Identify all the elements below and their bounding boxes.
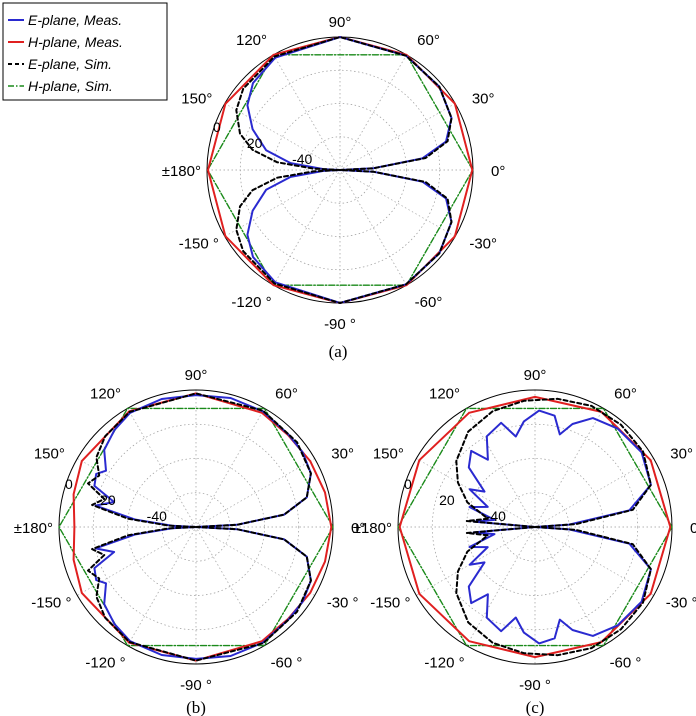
angle-label: 150° <box>34 446 65 463</box>
angle-label: -60° <box>415 294 443 311</box>
angle-label: -120 ° <box>85 655 125 672</box>
angle-label: -60 ° <box>271 655 303 672</box>
angle-label: 30° <box>472 91 495 108</box>
radial-label: -40 <box>292 151 312 167</box>
radial-label: 0 <box>404 476 412 492</box>
angle-label: 120° <box>90 385 121 402</box>
grid-circle <box>92 423 300 631</box>
angle-label: ±180° <box>162 163 201 180</box>
radial-label: -40 <box>486 508 506 524</box>
angle-label: -120 ° <box>424 655 464 672</box>
chart-caption: (b) <box>186 698 206 716</box>
radial-label: 20 <box>100 492 116 508</box>
polar-chart-c: 90° 60° 30° 0° -30 ° -60 ° -90 ° -120 ° -150 ° ±1… <box>353 367 696 716</box>
angle-label: 60° <box>417 32 440 49</box>
angle-label: -30 ° <box>327 595 359 612</box>
grid-circle <box>431 423 639 631</box>
angle-label: -150 ° <box>179 236 219 253</box>
grid-circle <box>306 136 374 204</box>
angle-label: 90° <box>185 367 208 384</box>
radial-label: 20 <box>439 492 455 508</box>
angle-label: 150° <box>373 446 404 463</box>
radial-label: 0 <box>213 119 221 135</box>
legend-entry-1: E-plane, Meas. <box>28 12 122 28</box>
angle-label: 30° <box>331 446 354 463</box>
radial-label: -40 <box>147 508 167 524</box>
legend-box <box>2 2 168 101</box>
angle-label: -150 ° <box>370 595 410 612</box>
grid-circle <box>161 492 231 562</box>
angle-label: 0° <box>351 520 365 537</box>
angle-label: ±180° <box>14 520 53 537</box>
angle-label: -90 ° <box>324 316 356 333</box>
angle-label: 90° <box>524 367 547 384</box>
polar-chart-a: 90° 60° 30° 0° -30° -60° -90 ° -120 ° -150 ° ±180… <box>162 14 506 361</box>
trace-h-plane-sim <box>58 407 334 647</box>
angle-label: 120° <box>236 32 267 49</box>
angle-label: -30° <box>469 236 497 253</box>
angle-label: -90 ° <box>180 677 212 694</box>
chart-caption: (c) <box>526 698 545 716</box>
trace-e-plane-sim <box>235 36 453 304</box>
trace-h-plane-meas <box>207 36 474 304</box>
trace-e-plane-sim <box>455 397 652 657</box>
angle-label: 0° <box>491 163 505 180</box>
angle-label: -30 ° <box>666 595 696 612</box>
polar-charts: 90° 60° 30° 0° -30° -60° -90 ° -120 ° -150 ° ±180… <box>14 14 696 716</box>
chart-caption: (a) <box>329 342 348 361</box>
angle-label: -150 ° <box>31 595 71 612</box>
angle-label: 60° <box>275 385 298 402</box>
angle-label: -120 ° <box>231 294 271 311</box>
angle-label: 0° <box>690 520 696 537</box>
radial-label: 0 <box>65 476 73 492</box>
angle-label: 30° <box>670 446 693 463</box>
polar-chart-b: 90° 60° 30° 0° -30 ° -60 ° -90 ° -120 ° -150 ° ±1… <box>14 367 366 716</box>
trace-h-plane-sim <box>397 407 673 647</box>
grid-circle <box>500 492 570 562</box>
trace-h-plane-meas <box>398 395 672 659</box>
trace-e-plane-sim <box>87 392 312 662</box>
radial-label: 20 <box>247 135 263 151</box>
legend-entry-3: E-plane, Sim. <box>28 56 112 72</box>
legend: E-plane, Meas. H-plane, Meas. E-plane, Sim… <box>2 2 168 101</box>
angle-label: -90 ° <box>519 677 551 694</box>
angle-label: 150° <box>181 91 212 108</box>
legend-entry-4: H-plane, Sim. <box>28 78 113 94</box>
angle-label: ±180° <box>353 520 392 537</box>
angle-label: 120° <box>429 385 460 402</box>
angle-label: -60 ° <box>610 655 642 672</box>
legend-entry-2: H-plane, Meas. <box>28 34 123 50</box>
grid-circle <box>273 103 407 237</box>
angle-label: 90° <box>329 14 352 31</box>
angle-label: 60° <box>614 385 637 402</box>
